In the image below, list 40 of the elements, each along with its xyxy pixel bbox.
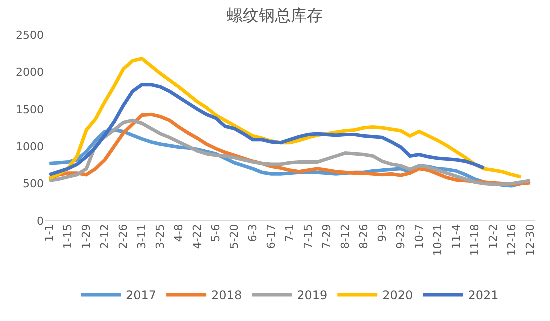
x-tick-label: 10-7 [413,224,426,250]
x-tick-label: 8-26 [358,224,371,250]
x-tick-label: 10-21 [431,224,444,256]
x-tick-label: 1-29 [80,224,94,250]
legend-label: 2019 [297,288,328,303]
x-tick-label: 2-26 [117,224,130,250]
x-tick-label: 4-22 [191,224,204,250]
x-tick-label: 12-16 [505,224,518,256]
y-tick-label: 1000 [16,140,44,154]
y-tick-label: 1500 [16,103,44,116]
legend-label: 2018 [212,288,242,303]
x-tick-label: 1-15 [62,224,75,250]
x-tick-label: 6-3 [246,224,260,242]
legend-label: 2021 [468,288,499,303]
x-tick-label: 9-9 [376,224,390,242]
x-tick-label: 5-20 [228,224,242,250]
x-tick-label: 7-29 [320,224,334,250]
y-tick-label: 0 [37,214,44,228]
y-tick-label: 2500 [16,28,44,42]
x-tick-label: 11-18 [468,224,482,256]
x-tick-label: 7-1 [284,224,297,242]
x-tick-label: 2-12 [98,224,112,250]
y-tick-label: 500 [23,178,44,191]
x-tick-label: 8-12 [339,224,352,250]
x-tick-label: 12-30 [524,224,537,256]
x-tick-label: 6-17 [265,224,278,250]
line-series [48,83,486,177]
x-tick-label: 3-11 [136,224,149,250]
x-tick-label: 4-8 [172,224,186,242]
x-tick-label: 7-15 [302,224,316,250]
x-tick-label: 12-2 [486,224,500,250]
chart-title: 螺纹钢总库存 [227,6,323,25]
legend-label: 2017 [126,288,157,303]
legend-label: 2020 [382,288,414,303]
x-tick-label: 5-6 [210,224,223,242]
x-tick-label: 1-1 [43,224,56,242]
x-tick-label: 11-4 [450,224,463,250]
x-tick-label: 3-25 [154,224,168,250]
y-tick-label: 2000 [16,66,44,80]
x-tick-label: 9-23 [394,224,408,250]
